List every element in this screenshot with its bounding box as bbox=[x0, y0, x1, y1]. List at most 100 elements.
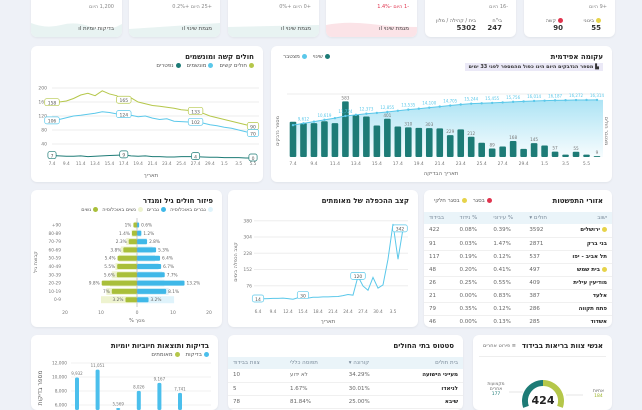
x-tick: 11.4 bbox=[76, 161, 86, 167]
x-axis-title: תאריך bbox=[144, 173, 159, 179]
legend-deceased: נפטרים bbox=[156, 63, 181, 69]
table-row[interactable]: בני ברק 2871 1.47% 0.03% 91 bbox=[424, 237, 612, 251]
table-row[interactable]: לניאדו 30.01% 1.67% 5 bbox=[228, 382, 463, 396]
bar-label: 57 bbox=[552, 146, 558, 151]
cumulative-area bbox=[293, 99, 603, 157]
age-gender-card: פיזור חולים גיל ומגדר גברים באוכלוסיה גב… bbox=[31, 190, 222, 327]
point-label-box bbox=[116, 95, 132, 104]
bar-chart-icon: ıl bbox=[379, 26, 383, 32]
y-tick: 380 bbox=[243, 218, 252, 224]
trend-link[interactable]: בדיקות יומיות ıl bbox=[78, 26, 114, 32]
y-axis-title: קצב הכפלה בימים bbox=[233, 242, 239, 282]
point-label-box bbox=[350, 271, 366, 280]
column-header: תפוסה כללי bbox=[285, 357, 344, 369]
table-row[interactable]: ירושלים 3592 0.39% 0.08% 422 bbox=[424, 224, 612, 238]
cumulative-label: 15,455 bbox=[485, 96, 499, 101]
pyramid-chart: קבוצת גיל % מסך 1% 0.6% +90 1.4% 1.2% 80-89 2.… bbox=[33, 218, 212, 324]
women-label: 1.4% bbox=[119, 231, 130, 237]
table-row[interactable]: אשדוד 285 0.13% 0.00% 46 bbox=[424, 315, 612, 327]
tests-bar bbox=[178, 392, 182, 410]
x-tick: 25.4 bbox=[477, 161, 487, 167]
legend-tests: בדיקות bbox=[186, 352, 209, 358]
table-row[interactable]: אלעד 387 0.83% 0.00% 21 bbox=[424, 289, 612, 303]
medium-value: 55 bbox=[591, 24, 601, 32]
percent-1: 0.12% bbox=[488, 302, 525, 316]
medium-stat: בינוני 55 bbox=[584, 18, 601, 32]
x-tick: 19.4 bbox=[414, 161, 424, 167]
cumulative-point bbox=[511, 100, 515, 104]
hospital-name: שיבא bbox=[391, 395, 463, 409]
cumulative-point bbox=[438, 105, 441, 108]
x-tick: 21.4 bbox=[328, 309, 338, 315]
bar-label: 303 bbox=[425, 122, 433, 127]
table-row[interactable]: מודיעין עילית 409 0.55% 0.25% 26 bbox=[424, 276, 612, 290]
cumulative-point bbox=[480, 102, 483, 105]
cumulative-label: 16,314 bbox=[590, 93, 604, 98]
men-bar bbox=[137, 272, 165, 278]
trend-link[interactable]: מגמת שינוי ıl bbox=[281, 26, 311, 32]
column-header[interactable]: חולים ▾ bbox=[524, 212, 558, 224]
nurses-segment bbox=[542, 380, 564, 408]
today-change: -16 היום bbox=[489, 4, 508, 10]
others-breakdown-link[interactable]: ≡ פירוט אחרים bbox=[483, 343, 516, 349]
doubling-rate-card: קצב ההכפלה של מאומתים קצב הכפלה בימים תא… bbox=[228, 190, 418, 327]
age-group-label: 40-49 bbox=[49, 264, 62, 270]
staff-total: 424 bbox=[531, 394, 555, 407]
trend-label: מגמת שינוי bbox=[383, 26, 409, 32]
severe-stat: קשה 90 bbox=[546, 18, 563, 32]
percent-1: 0.41% bbox=[488, 263, 525, 277]
general-occupancy: לא ידוע bbox=[285, 369, 344, 383]
tests-bar bbox=[95, 369, 100, 410]
bar-11.4 bbox=[331, 123, 339, 157]
city-name: מודיעין עילית bbox=[557, 276, 612, 290]
bar-26.4 bbox=[488, 148, 496, 157]
column-header[interactable]: קורונה ▾ bbox=[343, 357, 392, 369]
bar-label: 9,932 bbox=[71, 371, 83, 376]
legend: גברים באוכלוסיה גברים נשים באוכלוסיה נשי… bbox=[81, 207, 213, 213]
column-header: ישוב bbox=[557, 212, 612, 224]
trend-link[interactable]: מגמת שינוי ıl bbox=[379, 26, 409, 32]
women-bar bbox=[133, 222, 137, 228]
table-row[interactable]: מעייני הישועה 34.29% לא ידוע 10 bbox=[228, 369, 463, 383]
bar-chart-icon: ıl bbox=[281, 26, 285, 32]
x-tick: 10 bbox=[170, 310, 176, 316]
cumulative-point bbox=[375, 111, 379, 115]
isolation-count: 46 bbox=[424, 315, 455, 327]
x-tick: 7.4 bbox=[49, 161, 56, 167]
y-axis-title: קבוצת גיל bbox=[33, 251, 39, 273]
bar-10.4 bbox=[321, 121, 328, 157]
table-row[interactable]: שיבא 25.00% 81.84% 78 bbox=[228, 395, 463, 409]
x-axis-title: % מסך bbox=[129, 318, 145, 324]
today-change: +25 היום +0.2% bbox=[172, 4, 212, 10]
point-label: 165 bbox=[119, 98, 128, 104]
men-label: 7.7% bbox=[167, 272, 178, 278]
point-label-box bbox=[296, 291, 310, 299]
women-bar bbox=[123, 247, 137, 253]
point-label-box bbox=[116, 110, 132, 118]
isolation-count: 117 bbox=[424, 250, 455, 264]
trend-sparkline bbox=[326, 22, 417, 37]
x-tick: 17.4 bbox=[119, 161, 129, 167]
x-tick: 15.4 bbox=[105, 161, 115, 167]
x-tick: 12.4 bbox=[283, 309, 293, 315]
home-label: בית / קהילה / מלון bbox=[435, 18, 476, 24]
staff-isolation: 10 bbox=[228, 369, 286, 383]
sick-count: 2871 bbox=[524, 237, 558, 251]
cumulative-point bbox=[470, 102, 473, 105]
age-group-label: 10-19 bbox=[49, 289, 62, 295]
table-row[interactable]: בית שמש 497 0.41% 0.20% 48 bbox=[424, 263, 612, 277]
women-label: 5.4% bbox=[105, 256, 116, 262]
table-row[interactable]: תל אביב - יפו 537 0.12% 0.19% 117 bbox=[424, 250, 612, 264]
table-row[interactable]: פתח תקווה 286 0.12% 0.35% 79 bbox=[424, 302, 612, 316]
point-label: 102 bbox=[191, 120, 200, 126]
y-tick: 10,000 bbox=[52, 375, 67, 381]
point-label: 7 bbox=[51, 153, 54, 159]
today-change: -1 היום -1.4% bbox=[377, 4, 409, 10]
point-label-box bbox=[191, 152, 201, 160]
trend-link[interactable]: מגמת שינוי ıl bbox=[182, 26, 212, 32]
cumulative-label: 15,756 bbox=[506, 95, 520, 100]
legend-ventilated: מונשמים bbox=[187, 63, 214, 69]
bar-label: 89 bbox=[490, 143, 496, 148]
men-label: 8.1% bbox=[168, 289, 179, 295]
point-label-box bbox=[47, 151, 57, 159]
